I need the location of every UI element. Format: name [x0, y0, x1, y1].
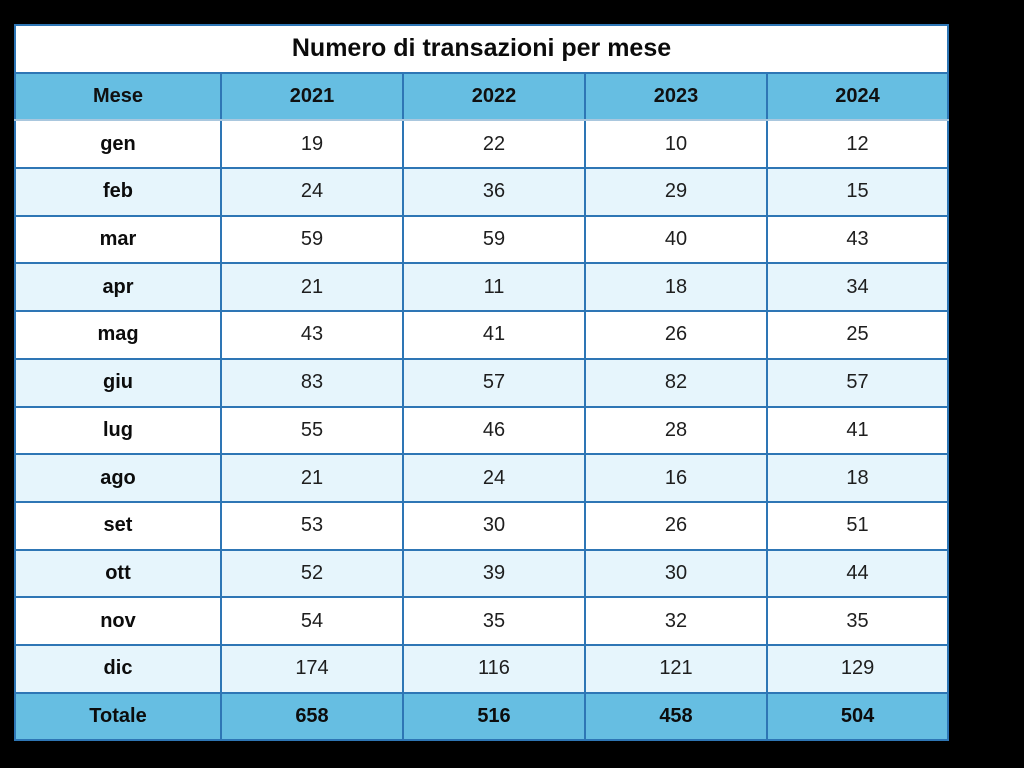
- value-cell: 15: [765, 167, 950, 217]
- value-cell: 10: [584, 119, 768, 170]
- value-cell: 46: [402, 405, 586, 456]
- value-cell: 55: [220, 405, 404, 456]
- month-label: giu: [14, 357, 222, 408]
- month-label: ott: [14, 548, 222, 599]
- value-cell: 35: [402, 596, 586, 646]
- value-cell: 25: [765, 310, 950, 360]
- value-cell: 59: [402, 214, 586, 265]
- value-cell: 40: [584, 214, 768, 265]
- month-label: mag: [14, 310, 222, 360]
- value-cell: 29: [584, 167, 768, 217]
- transactions-table: Numero di transazioni per mese Mese 2021…: [13, 24, 950, 742]
- value-cell: 36: [402, 167, 586, 217]
- total-value-2023: 458: [584, 691, 768, 742]
- table-title: Numero di transazioni per mese: [13, 24, 950, 74]
- month-label: ago: [14, 453, 222, 503]
- transactions-table-container: Numero di transazioni per mese Mese 2021…: [13, 24, 950, 742]
- table-body: gen 19 22 10 12 feb 24 36 29 15 mar 59 59 40 43 apr 21 11…: [14, 119, 950, 694]
- column-header-mese: Mese: [14, 71, 222, 122]
- table-row-ott: ott 52 39 30 44: [14, 548, 950, 599]
- value-cell: 43: [220, 310, 404, 360]
- value-cell: 24: [402, 453, 586, 503]
- value-cell: 52: [220, 548, 404, 599]
- table-row-nov: nov 54 35 32 35: [14, 596, 950, 646]
- column-header-2024: 2024: [765, 71, 950, 122]
- value-cell: 21: [220, 453, 404, 503]
- column-header-2021: 2021: [220, 71, 404, 122]
- table-row-ago: ago 21 24 16 18: [14, 453, 950, 503]
- value-cell: 24: [220, 167, 404, 217]
- column-header-2023: 2023: [584, 71, 768, 122]
- value-cell: 19: [220, 119, 404, 170]
- value-cell: 34: [765, 262, 950, 313]
- table-row-lug: lug 55 46 28 41: [14, 405, 950, 456]
- table-row-apr: apr 21 11 18 34: [14, 262, 950, 313]
- value-cell: 26: [584, 500, 768, 551]
- title-row: Numero di transazioni per mese: [13, 24, 950, 74]
- month-label: gen: [14, 119, 222, 170]
- month-label: feb: [14, 167, 222, 217]
- value-cell: 174: [220, 643, 404, 694]
- table-row-mar: mar 59 59 40 43: [14, 214, 950, 265]
- column-header-2022: 2022: [402, 71, 586, 122]
- value-cell: 22: [402, 119, 586, 170]
- value-cell: 35: [765, 596, 950, 646]
- value-cell: 83: [220, 357, 404, 408]
- total-value-2021: 658: [220, 691, 404, 742]
- value-cell: 121: [584, 643, 768, 694]
- value-cell: 43: [765, 214, 950, 265]
- table-row-dic: dic 174 116 121 129: [14, 643, 950, 694]
- value-cell: 57: [402, 357, 586, 408]
- month-label: lug: [14, 405, 222, 456]
- value-cell: 116: [402, 643, 586, 694]
- month-label: set: [14, 500, 222, 551]
- month-label: mar: [14, 214, 222, 265]
- table-row-gen: gen 19 22 10 12: [14, 119, 950, 170]
- total-label: Totale: [14, 691, 222, 742]
- table-row-set: set 53 30 26 51: [14, 500, 950, 551]
- total-row: Totale 658 516 458 504: [14, 691, 950, 742]
- month-label: nov: [14, 596, 222, 646]
- value-cell: 41: [765, 405, 950, 456]
- value-cell: 57: [765, 357, 950, 408]
- table-row-mag: mag 43 41 26 25: [14, 310, 950, 360]
- total-value-2024: 504: [765, 691, 950, 742]
- value-cell: 32: [584, 596, 768, 646]
- value-cell: 26: [584, 310, 768, 360]
- value-cell: 41: [402, 310, 586, 360]
- value-cell: 16: [584, 453, 768, 503]
- total-value-2022: 516: [402, 691, 586, 742]
- value-cell: 54: [220, 596, 404, 646]
- value-cell: 30: [584, 548, 768, 599]
- value-cell: 11: [402, 262, 586, 313]
- table-row-feb: feb 24 36 29 15: [14, 167, 950, 217]
- value-cell: 53: [220, 500, 404, 551]
- value-cell: 129: [765, 643, 950, 694]
- value-cell: 28: [584, 405, 768, 456]
- month-label: apr: [14, 262, 222, 313]
- value-cell: 12: [765, 119, 950, 170]
- table-row-giu: giu 83 57 82 57: [14, 357, 950, 408]
- value-cell: 21: [220, 262, 404, 313]
- month-label: dic: [14, 643, 222, 694]
- value-cell: 18: [765, 453, 950, 503]
- value-cell: 82: [584, 357, 768, 408]
- header-row: Mese 2021 2022 2023 2024: [14, 71, 950, 122]
- value-cell: 18: [584, 262, 768, 313]
- value-cell: 30: [402, 500, 586, 551]
- value-cell: 59: [220, 214, 404, 265]
- value-cell: 51: [765, 500, 950, 551]
- value-cell: 44: [765, 548, 950, 599]
- value-cell: 39: [402, 548, 586, 599]
